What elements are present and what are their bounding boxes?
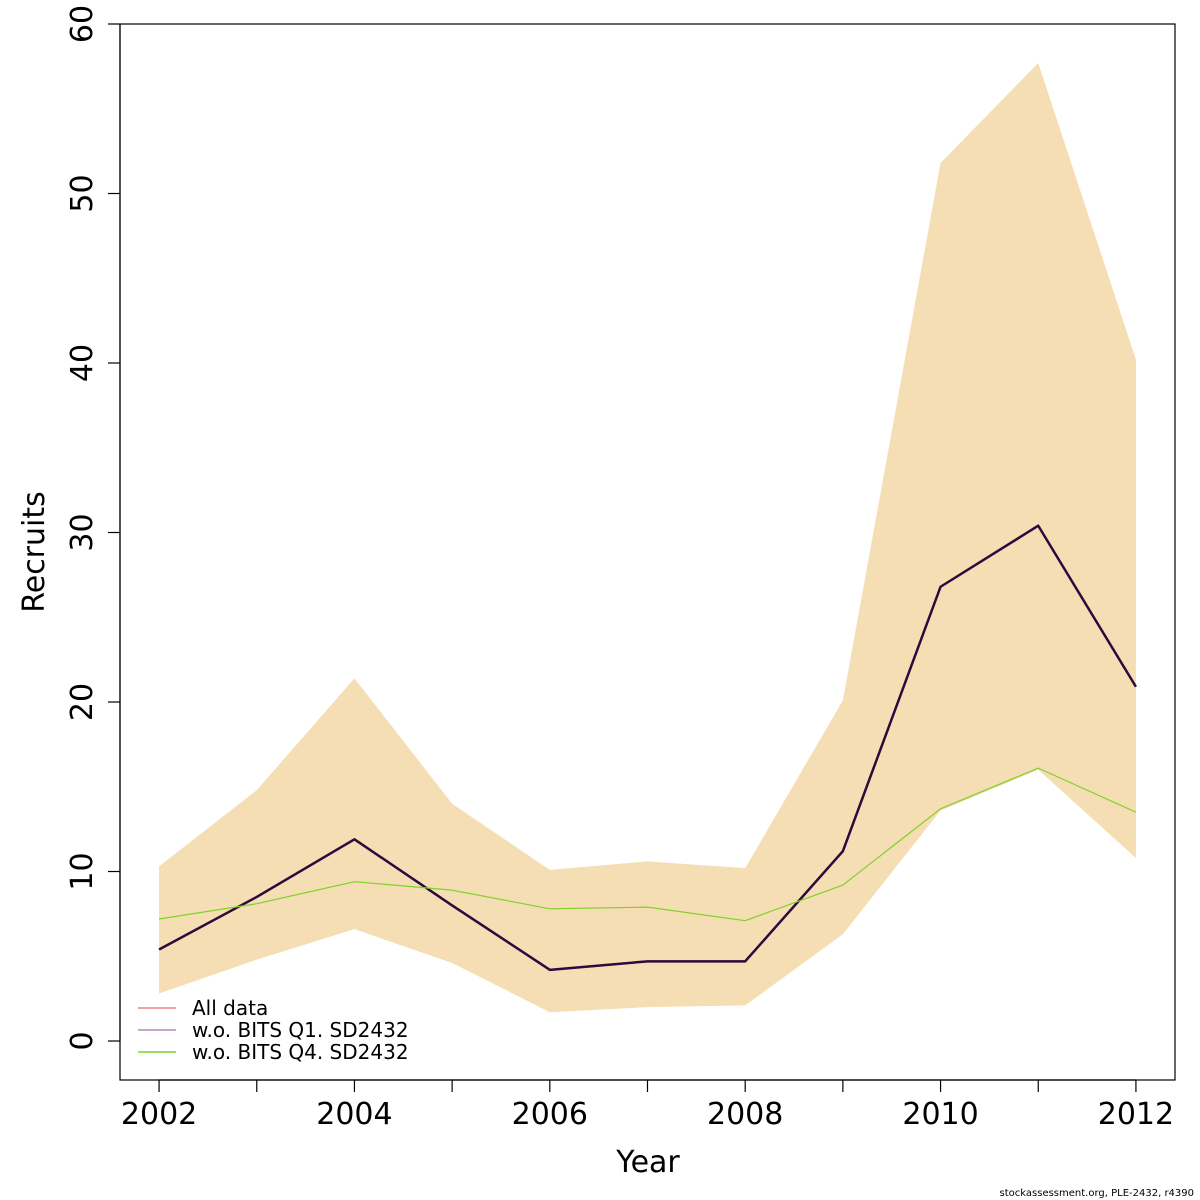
legend-label: All data — [192, 996, 268, 1020]
legend-label: w.o. BITS Q4. SD2432 — [192, 1040, 409, 1064]
series-line-1 — [158, 524, 1137, 972]
y-axis-title: Recruits — [17, 491, 52, 613]
footer-note: stockassessment.org, PLE-2432, r4390 — [1000, 1188, 1194, 1199]
x-tick-label: 2010 — [902, 1097, 978, 1132]
y-tick-label: 20 — [65, 683, 100, 721]
y-axis: 0 10 20 30 40 50 60 — [65, 5, 121, 1051]
x-tick-label: 2002 — [121, 1097, 197, 1132]
confidence-band — [159, 62, 1136, 1013]
x-tick-label: 2012 — [1098, 1097, 1174, 1132]
x-tick-label: 2004 — [316, 1097, 392, 1132]
legend-label: w.o. BITS Q1. SD2432 — [192, 1018, 409, 1042]
x-tick-label: 2008 — [707, 1097, 783, 1132]
y-tick-label: 30 — [65, 513, 100, 551]
y-tick-label: 60 — [65, 5, 100, 43]
x-axis-title: Year — [615, 1145, 680, 1180]
y-tick-label: 50 — [65, 174, 100, 212]
x-axis: 2002 2004 2006 2008 2010 2012 — [121, 1079, 1174, 1132]
y-tick-label: 40 — [65, 344, 100, 382]
y-tick-label: 10 — [65, 852, 100, 890]
series-line-2 — [158, 767, 1137, 922]
y-tick-label: 0 — [65, 1031, 100, 1050]
x-tick-label: 2006 — [512, 1097, 588, 1132]
